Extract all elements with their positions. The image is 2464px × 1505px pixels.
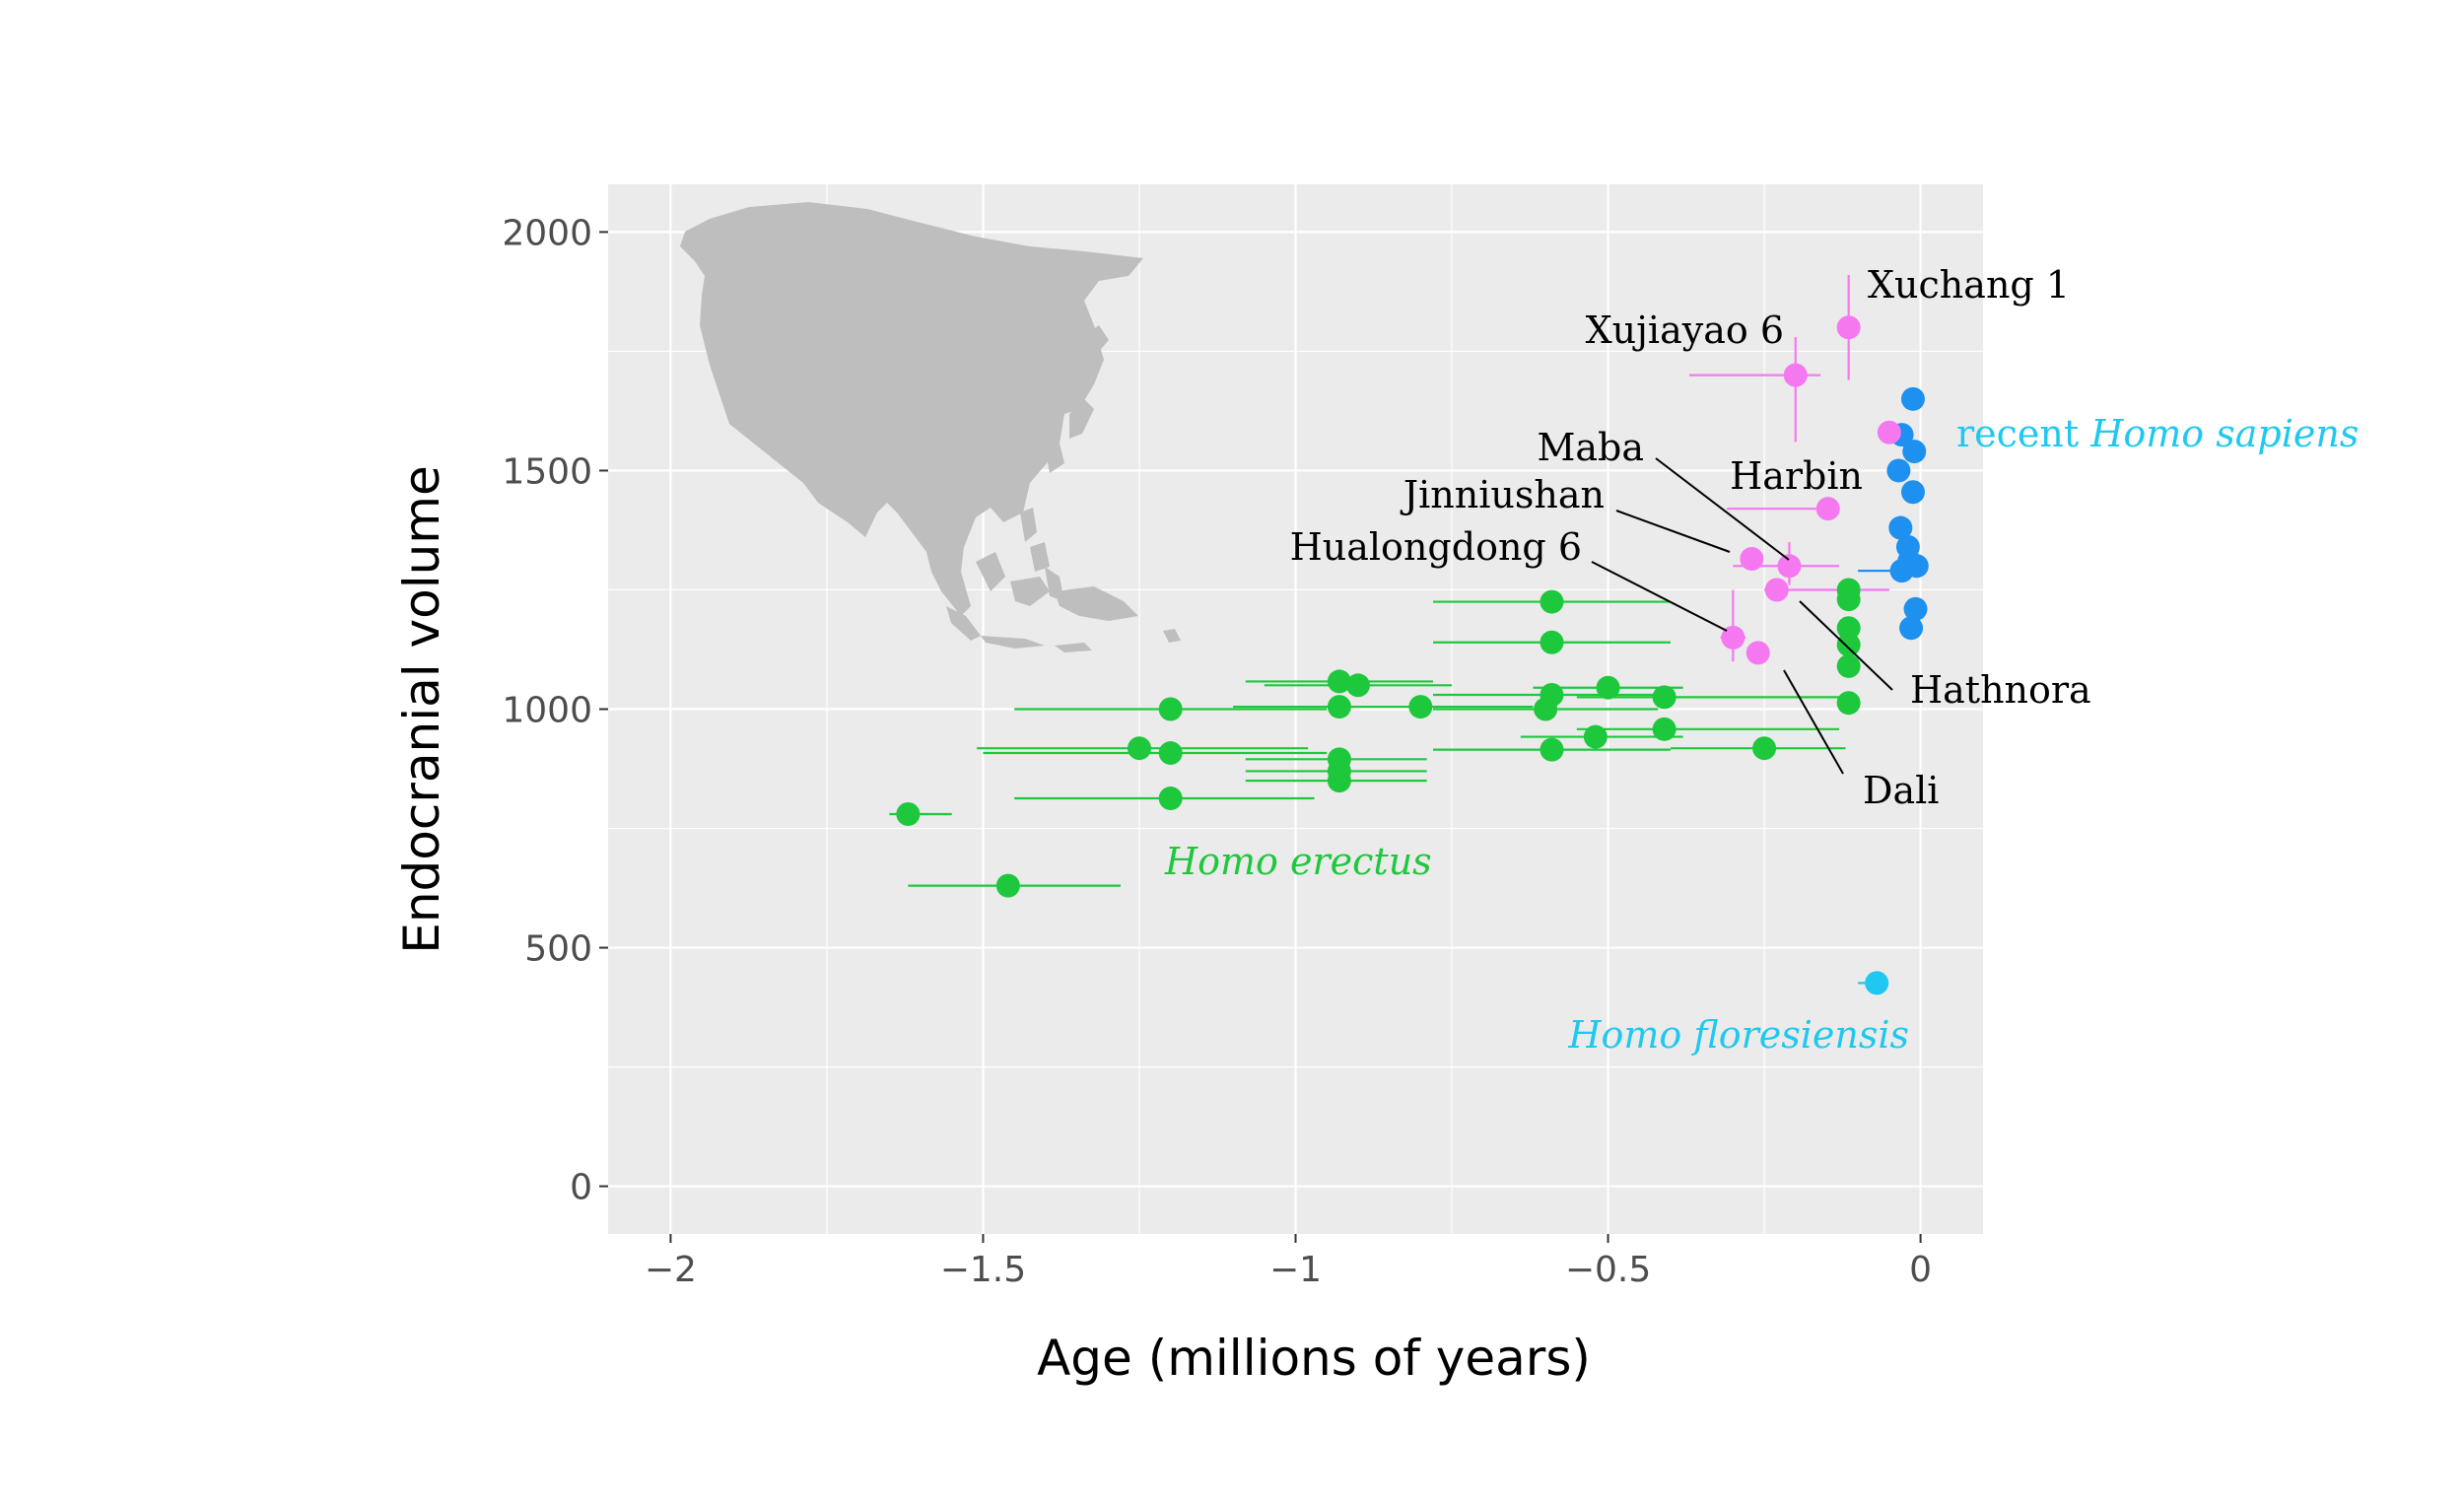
erectus-point (1327, 769, 1351, 793)
archaic-point (1764, 578, 1789, 602)
erectus-point (1836, 691, 1861, 716)
label-dali: Dali (1863, 769, 1939, 812)
erectus-point (1127, 736, 1151, 761)
archaic-point (1740, 547, 1764, 572)
archaic-point (1815, 497, 1840, 521)
sapiens-point (1888, 515, 1913, 540)
erectus-point (1327, 695, 1351, 719)
erectus-point (896, 802, 921, 826)
label-jinniushan: Jinniushan (1400, 473, 1605, 516)
leader-line-maba (1655, 457, 1790, 561)
erectus-point (1836, 653, 1861, 678)
erectus-point (1652, 685, 1677, 710)
label-xujiayao-6: Xujiayao 6 (1586, 308, 1784, 352)
sapiens-point (1903, 596, 1928, 621)
erectus-point (1408, 695, 1433, 719)
archaic-point (1745, 641, 1770, 665)
label-harbin: Harbin (1730, 454, 1863, 498)
axis-ticks: −2 −1.5 −1 −0.5 0 0 500 1000 1500 2000 (502, 213, 1932, 1290)
y-axis-title: Endocranial volume (393, 465, 450, 954)
point-labels: Xuchang 1 Xujiayao 6 Maba Harbin Jinnius… (1290, 263, 2091, 812)
x-tick-label: −1 (1269, 1250, 1322, 1290)
floresiensis-point (1865, 971, 1889, 995)
erectus-point (1752, 736, 1777, 761)
sapiens-point (1886, 458, 1911, 483)
y-tick-label: 0 (570, 1168, 592, 1208)
erectus-point (1836, 587, 1861, 612)
group-label-recent-homo-sapiens: recent Homo sapiens (1956, 412, 2359, 455)
erectus-point (1158, 697, 1183, 721)
erectus-point (1327, 669, 1351, 694)
erectus-point (1540, 630, 1564, 654)
x-tick-label: 0 (1909, 1250, 1932, 1290)
archaic-point (1877, 420, 1901, 445)
sapiens-point (1902, 440, 1927, 464)
sapiens-point (1900, 480, 1925, 505)
data-points (896, 315, 1929, 995)
label-maba: Maba (1537, 426, 1644, 469)
erectus-point (1836, 616, 1861, 641)
erectus-point (1596, 675, 1620, 700)
label-leader-lines (1591, 457, 1893, 775)
sapiens-point (1900, 386, 1925, 411)
leader-line-hathnora (1799, 600, 1893, 691)
archaic-point (1836, 315, 1861, 340)
x-tick-label: −0.5 (1565, 1250, 1651, 1290)
sapiens-point (1899, 616, 1924, 641)
group-label-homo-erectus: Homo erectus (1164, 840, 1432, 883)
erectus-point (1345, 673, 1370, 698)
archaic-point (1783, 363, 1808, 387)
erectus-point (1540, 737, 1564, 762)
archaic-point (1777, 554, 1802, 579)
y-tick-label: 2000 (502, 213, 592, 253)
y-tick-label: 1000 (502, 691, 592, 731)
erectus-point (1158, 787, 1183, 811)
label-hathnora: Hathnora (1910, 668, 2091, 712)
y-tick-label: 500 (524, 929, 592, 970)
erectus-point (995, 873, 1020, 898)
homo-sapiens-text: Homo sapiens (2089, 412, 2359, 455)
archaic-point (1721, 625, 1745, 650)
group-labels: Homo erectus Homo floresiensis recent Ho… (1164, 412, 2359, 1057)
label-hualongdong-6: Hualongdong 6 (1290, 525, 1582, 569)
erectus-point (1836, 633, 1861, 657)
x-tick-label: −1.5 (940, 1250, 1026, 1290)
erectus-point (1158, 741, 1183, 766)
y-tick-label: 1500 (502, 451, 592, 492)
x-tick-label: −2 (645, 1250, 697, 1290)
erectus-point (1540, 589, 1564, 614)
x-axis-title: Age (millions of years) (1037, 1330, 1591, 1387)
erectus-point (1583, 724, 1608, 749)
leader-line-jinniushan (1615, 510, 1731, 553)
erectus-point (1534, 697, 1558, 721)
group-label-homo-floresiensis: Homo floresiensis (1567, 1013, 1909, 1057)
leader-line-hualongdong (1591, 561, 1728, 632)
leader-line-dali (1783, 669, 1844, 775)
label-xuchang-1: Xuchang 1 (1868, 263, 2070, 307)
erectus-point (1652, 717, 1677, 741)
sapiens-point (1897, 549, 1922, 574)
asia-map-inset (680, 202, 1181, 652)
recent-prefix: recent (1956, 412, 2090, 455)
